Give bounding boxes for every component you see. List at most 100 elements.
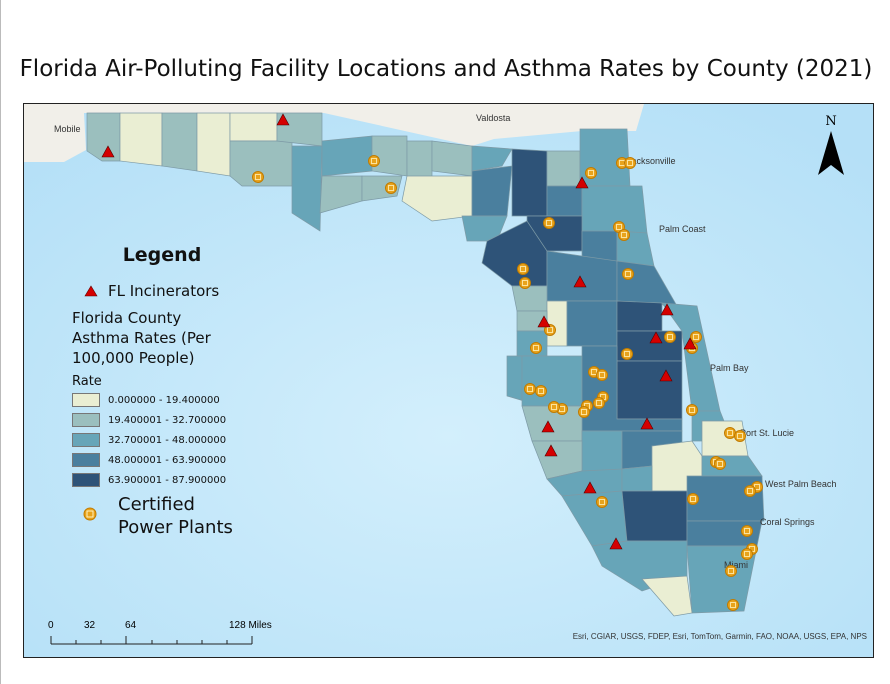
power-plant-marker[interactable] <box>744 485 756 497</box>
county-polygon[interactable] <box>566 300 618 347</box>
power-plant-marker[interactable] <box>535 385 547 397</box>
county-polygon[interactable] <box>471 165 513 217</box>
county-polygon[interactable] <box>229 112 278 142</box>
county-polygon[interactable] <box>616 300 663 332</box>
power-plant-marker[interactable] <box>596 496 608 508</box>
county-polygon[interactable] <box>641 575 693 617</box>
county-polygon[interactable] <box>119 112 163 167</box>
power-plant-marker[interactable] <box>517 263 529 275</box>
scale-tick-label: 64 <box>125 620 137 631</box>
county-polygon[interactable] <box>616 360 683 420</box>
neighboring-land <box>24 104 644 162</box>
county-polygon[interactable] <box>401 175 473 222</box>
incinerator-marker[interactable] <box>541 420 555 433</box>
power-plant-marker[interactable] <box>686 404 698 416</box>
class-label: 0.000000 - 19.400000 <box>108 394 220 406</box>
power-plant-marker[interactable] <box>624 157 636 169</box>
incinerator-marker[interactable] <box>583 481 597 494</box>
north-arrow-icon <box>818 131 844 175</box>
county-polygon[interactable] <box>546 300 568 347</box>
county-polygon[interactable] <box>86 112 121 162</box>
city-label: Valdosta <box>476 113 510 123</box>
county-polygon[interactable] <box>621 490 688 542</box>
legend-class-2: 32.700001 - 48.000000 <box>72 433 272 447</box>
scale-bar-graphic <box>50 636 253 645</box>
incinerator-triangle-icon <box>84 285 98 297</box>
power-plant-marker[interactable] <box>734 430 746 442</box>
county-polygon[interactable] <box>546 185 583 217</box>
legend-heading: Legend <box>122 244 202 266</box>
city-label: Mobile <box>54 124 81 134</box>
incinerators-label: FL Incinerators <box>108 282 220 300</box>
incinerator-marker[interactable] <box>649 331 663 344</box>
county-polygon[interactable] <box>521 355 583 407</box>
power-plant-marker[interactable] <box>596 369 608 381</box>
incinerator-marker[interactable] <box>683 337 697 350</box>
county-polygon[interactable] <box>511 148 548 217</box>
power-plant-marker[interactable] <box>543 217 555 229</box>
power-plant-marker[interactable] <box>725 565 737 577</box>
county-polygon[interactable] <box>581 430 623 472</box>
power-plant-marker[interactable] <box>585 167 597 179</box>
city-label: Palm Coast <box>659 224 706 234</box>
power-plant-marker[interactable] <box>519 277 531 289</box>
power-plant-marker[interactable] <box>687 493 699 505</box>
county-polygon[interactable] <box>546 150 581 187</box>
power-plant-marker[interactable] <box>252 171 264 183</box>
scale-bar: 0 32 64 128 Miles <box>48 620 288 649</box>
map-frame[interactable]: Mobile Valdosta Jacksonville Palm Coast Palm… <box>23 103 874 658</box>
legend-class-3: 48.000001 - 63.900000 <box>72 453 272 467</box>
county-polygon[interactable] <box>511 285 548 312</box>
city-label: Miami <box>724 560 748 570</box>
class-label: 63.900001 - 87.900000 <box>108 474 227 486</box>
class-label: 48.000001 - 63.900000 <box>108 454 227 466</box>
incinerator-marker[interactable] <box>575 176 589 189</box>
city-label: West Palm Beach <box>765 479 836 489</box>
incinerator-marker[interactable] <box>660 303 674 316</box>
north-label: N <box>825 114 837 129</box>
county-polygon[interactable] <box>686 545 758 614</box>
rate-label: Rate <box>72 374 102 389</box>
power-plant-marker[interactable] <box>530 342 542 354</box>
power-plant-marker[interactable] <box>524 383 536 395</box>
power-plant-marker[interactable] <box>727 599 739 611</box>
power-plant-marker[interactable] <box>621 348 633 360</box>
power-plant-marker[interactable] <box>622 268 634 280</box>
power-plant-marker[interactable] <box>741 525 753 537</box>
power-plant-marker[interactable] <box>741 548 753 560</box>
power-plant-marker[interactable] <box>664 331 676 343</box>
incinerator-marker[interactable] <box>276 113 290 126</box>
power-plant-marker[interactable] <box>578 406 590 418</box>
county-polygon[interactable] <box>291 145 323 232</box>
map-canvas[interactable]: Mobile Valdosta Jacksonville Palm Coast Palm… <box>24 104 873 657</box>
power-plant-marker[interactable] <box>618 229 630 241</box>
power-plant-marker[interactable] <box>724 427 736 439</box>
incinerator-marker[interactable] <box>101 145 115 158</box>
county-polygon[interactable] <box>686 475 765 522</box>
legend: Legend FL Incinerators Florida County As… <box>72 244 272 539</box>
attribution: Esri, CGIAR, USGS, FDEP, Esri, TomTom, G… <box>572 632 867 641</box>
county-polygon[interactable] <box>321 135 373 177</box>
incinerator-marker[interactable] <box>537 315 551 328</box>
power-plant-marker[interactable] <box>385 182 397 194</box>
power-plant-marker[interactable] <box>368 155 380 167</box>
county-polygon[interactable] <box>161 112 198 172</box>
asthma-layer-title: Florida County Asthma Rates (Per 100,000… <box>72 309 211 367</box>
incinerator-marker[interactable] <box>659 369 673 382</box>
power-plant-marker[interactable] <box>714 458 726 470</box>
power-plant-marker[interactable] <box>690 331 702 343</box>
class-swatch <box>72 433 100 447</box>
county-polygon[interactable] <box>621 465 653 492</box>
power-plant-marker[interactable] <box>548 401 560 413</box>
power-plant-marker[interactable] <box>593 397 605 409</box>
scale-tick-label: 32 <box>84 620 96 631</box>
county-polygon[interactable] <box>471 145 513 172</box>
class-label: 19.400001 - 32.700000 <box>108 414 227 426</box>
incinerator-marker[interactable] <box>640 417 654 430</box>
county-polygon[interactable] <box>506 355 525 402</box>
county-polygon[interactable] <box>431 140 473 177</box>
incinerator-marker[interactable] <box>573 275 587 288</box>
incinerator-marker[interactable] <box>609 537 623 550</box>
incinerator-marker[interactable] <box>544 444 558 457</box>
county-polygon[interactable] <box>196 112 231 177</box>
